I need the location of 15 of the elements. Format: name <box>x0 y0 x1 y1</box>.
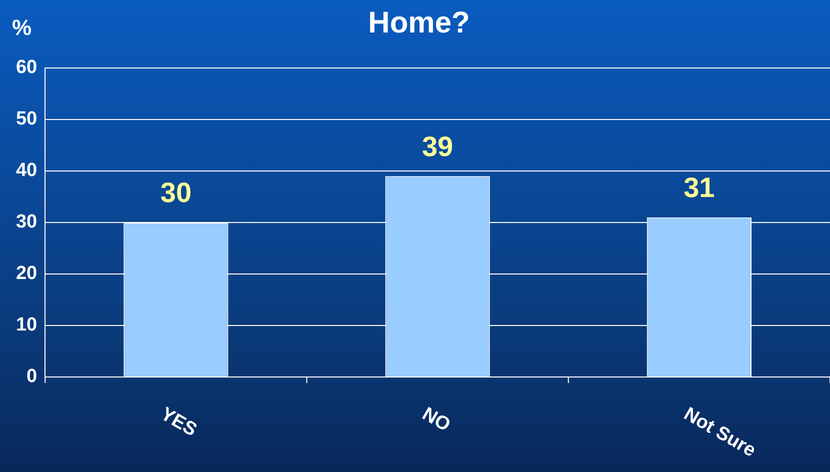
chart-title: Home? <box>368 6 470 40</box>
y-tick-label: 10 <box>16 314 38 336</box>
y-tick-label: 30 <box>16 212 38 233</box>
y-tick-label: 40 <box>16 160 38 182</box>
y-tick-label: 0 <box>26 366 38 388</box>
data-label: 31 <box>684 172 715 204</box>
x-tick-label: YES <box>156 404 200 441</box>
x-tick-label: NO <box>418 404 454 436</box>
data-label: 30 <box>160 177 192 208</box>
y-axis-title: % <box>12 15 32 40</box>
y-tick-label: 50 <box>16 108 38 130</box>
y-tick-label: 60 <box>16 57 38 78</box>
y-tick-label: 20 <box>16 263 38 284</box>
x-tick-label: Not Sure <box>680 404 760 462</box>
data-label: 39 <box>422 130 454 162</box>
